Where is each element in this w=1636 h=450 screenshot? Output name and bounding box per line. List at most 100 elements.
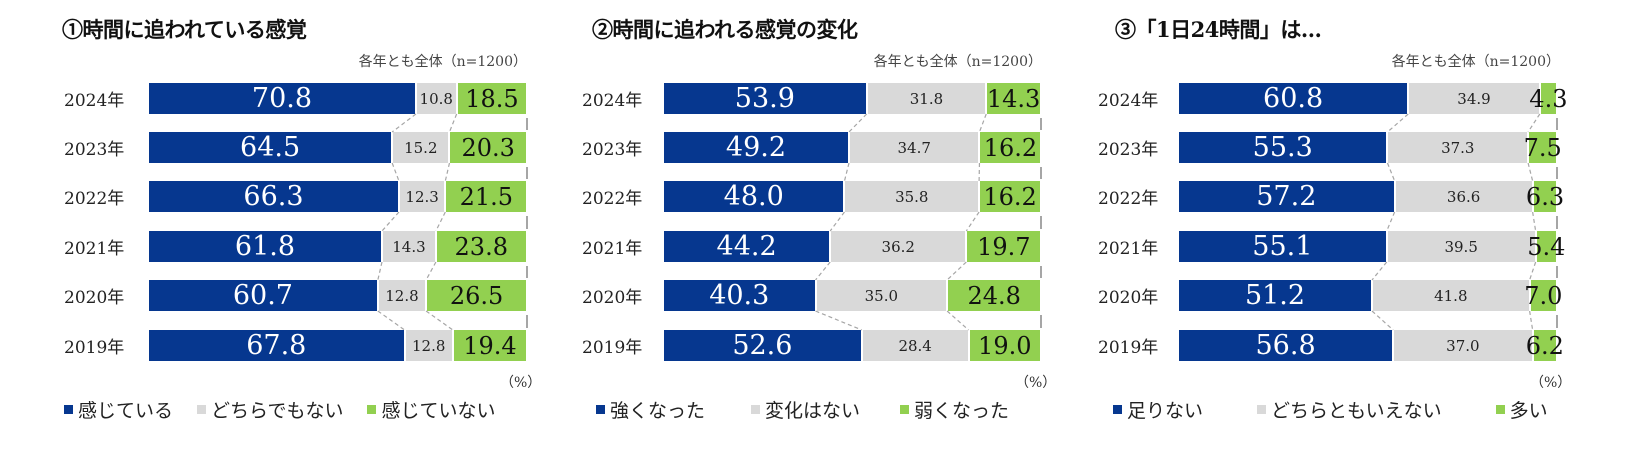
data-label: 52.6	[732, 330, 793, 361]
legend-item: 感じていない	[367, 396, 495, 423]
data-label: 56.8	[1255, 330, 1316, 361]
segment-negative: 6.3	[1526, 181, 1564, 212]
data-label: 6.2	[1525, 331, 1564, 360]
segment-positive: 64.5	[149, 132, 392, 163]
legend-label: どちらでもない	[211, 400, 344, 422]
data-label: 31.8	[909, 89, 944, 108]
segment-positive: 55.1	[1179, 231, 1386, 262]
data-label: 12.8	[385, 286, 419, 305]
legend-swatch-green	[367, 405, 377, 414]
data-label: 67.8	[246, 330, 307, 361]
legend-swatch-green	[900, 405, 910, 414]
year-label: 2022年	[1098, 189, 1159, 209]
data-label: 36.6	[1446, 187, 1481, 206]
data-label: 37.0	[1446, 336, 1480, 355]
segment-neutral: 36.6	[1395, 181, 1532, 212]
data-label: 19.4	[463, 331, 517, 360]
segment-positive: 49.2	[664, 132, 848, 163]
legend-label: 足りない	[1127, 400, 1204, 422]
chart-title: ②時間に追われる感覚の変化	[592, 17, 858, 42]
segment-neutral: 12.8	[405, 330, 452, 361]
segment-negative: 16.2	[980, 132, 1041, 163]
sample-note: 各年とも全体（n=1200）	[358, 54, 527, 70]
data-label: 18.5	[465, 84, 519, 113]
data-label: 14.3	[986, 84, 1041, 113]
data-label: 4.3	[1529, 84, 1568, 113]
segment-negative: 6.2	[1526, 330, 1564, 361]
legend-swatch-blue	[1113, 405, 1122, 414]
segment-positive: 51.2	[1179, 280, 1372, 311]
legend-swatch-green	[1495, 405, 1505, 414]
chart-title: ③「1日24時間」は…	[1115, 17, 1322, 42]
data-label: 60.7	[232, 280, 293, 311]
segment-negative: 18.5	[457, 83, 527, 114]
data-label: 15.2	[404, 138, 438, 157]
segment-positive: 61.8	[149, 231, 381, 262]
segment-neutral: 37.0	[1394, 330, 1532, 361]
data-label: 10.8	[419, 89, 453, 108]
legend: 強くなった 変化はない 弱くなった	[596, 396, 1009, 423]
segment-neutral: 34.9	[1409, 83, 1539, 114]
legend-item: 足りない	[1113, 396, 1203, 423]
segment-positive: 44.2	[664, 231, 830, 262]
segment-negative: 21.5	[446, 181, 527, 212]
data-label: 36.2	[881, 237, 915, 256]
segment-positive: 56.8	[1179, 330, 1393, 361]
data-label: 51.2	[1244, 280, 1306, 311]
data-label: 35.0	[864, 286, 899, 305]
data-label: 61.8	[234, 231, 296, 262]
segment-neutral: 15.2	[393, 132, 449, 163]
data-label: 44.2	[716, 231, 777, 262]
segment-negative: 26.5	[427, 280, 526, 311]
segment-negative: 23.8	[436, 231, 526, 262]
year-label: 2022年	[64, 189, 125, 209]
year-label: 2024年	[582, 91, 643, 111]
legend-item: どちらでもない	[197, 396, 343, 423]
segment-negative: 16.2	[980, 181, 1040, 212]
segment-negative: 4.3	[1529, 83, 1567, 114]
data-label: 70.8	[251, 83, 313, 114]
unit-label: （%）	[500, 375, 542, 391]
segment-positive: 67.8	[149, 330, 404, 361]
data-label: 20.3	[461, 133, 515, 162]
segment-positive: 52.6	[664, 330, 861, 361]
segment-negative: 5.4	[1527, 231, 1565, 262]
data-label: 48.0	[723, 181, 784, 212]
segment-positive: 40.3	[664, 280, 815, 311]
data-label: 23.8	[454, 232, 508, 261]
data-label: 24.8	[967, 281, 1021, 310]
data-label: 26.5	[449, 281, 504, 310]
year-label: 2023年	[1098, 140, 1159, 160]
legend-label: 変化はない	[765, 400, 861, 422]
segment-neutral: 10.8	[416, 83, 456, 114]
data-label: 14.3	[392, 237, 426, 256]
legend-label: 感じていない	[381, 400, 496, 422]
legend-item: 変化はない	[751, 396, 860, 423]
legend-label: 多い	[1509, 400, 1548, 422]
data-label: 7.0	[1524, 281, 1563, 310]
year-label: 2020年	[1098, 288, 1159, 308]
data-label: 16.2	[983, 133, 1038, 162]
data-label: 21.5	[459, 182, 514, 211]
data-label: 16.2	[983, 182, 1037, 211]
segment-negative: 7.5	[1524, 132, 1562, 163]
year-label: 2021年	[64, 239, 125, 259]
year-label: 2021年	[1098, 239, 1159, 259]
legend-item: どちらともいえない	[1257, 396, 1442, 423]
data-label: 41.8	[1434, 286, 1468, 305]
legend-label: 弱くなった	[914, 400, 1010, 422]
segment-neutral: 28.4	[862, 330, 968, 361]
legend-label: どちらともいえない	[1271, 400, 1442, 422]
year-label: 2019年	[1098, 338, 1159, 358]
sample-note: 各年とも全体（n=1200）	[1391, 54, 1560, 70]
year-label: 2024年	[64, 91, 125, 111]
legend-swatch-gray	[751, 405, 761, 414]
data-label: 55.1	[1252, 231, 1313, 262]
legend-item: 感じている	[64, 396, 173, 423]
segment-negative: 24.8	[948, 280, 1041, 311]
segment-neutral: 37.3	[1388, 132, 1528, 163]
year-label: 2021年	[582, 239, 643, 259]
data-label: 37.3	[1441, 138, 1475, 157]
segment-positive: 55.3	[1179, 132, 1387, 163]
data-label: 19.7	[977, 232, 1031, 261]
